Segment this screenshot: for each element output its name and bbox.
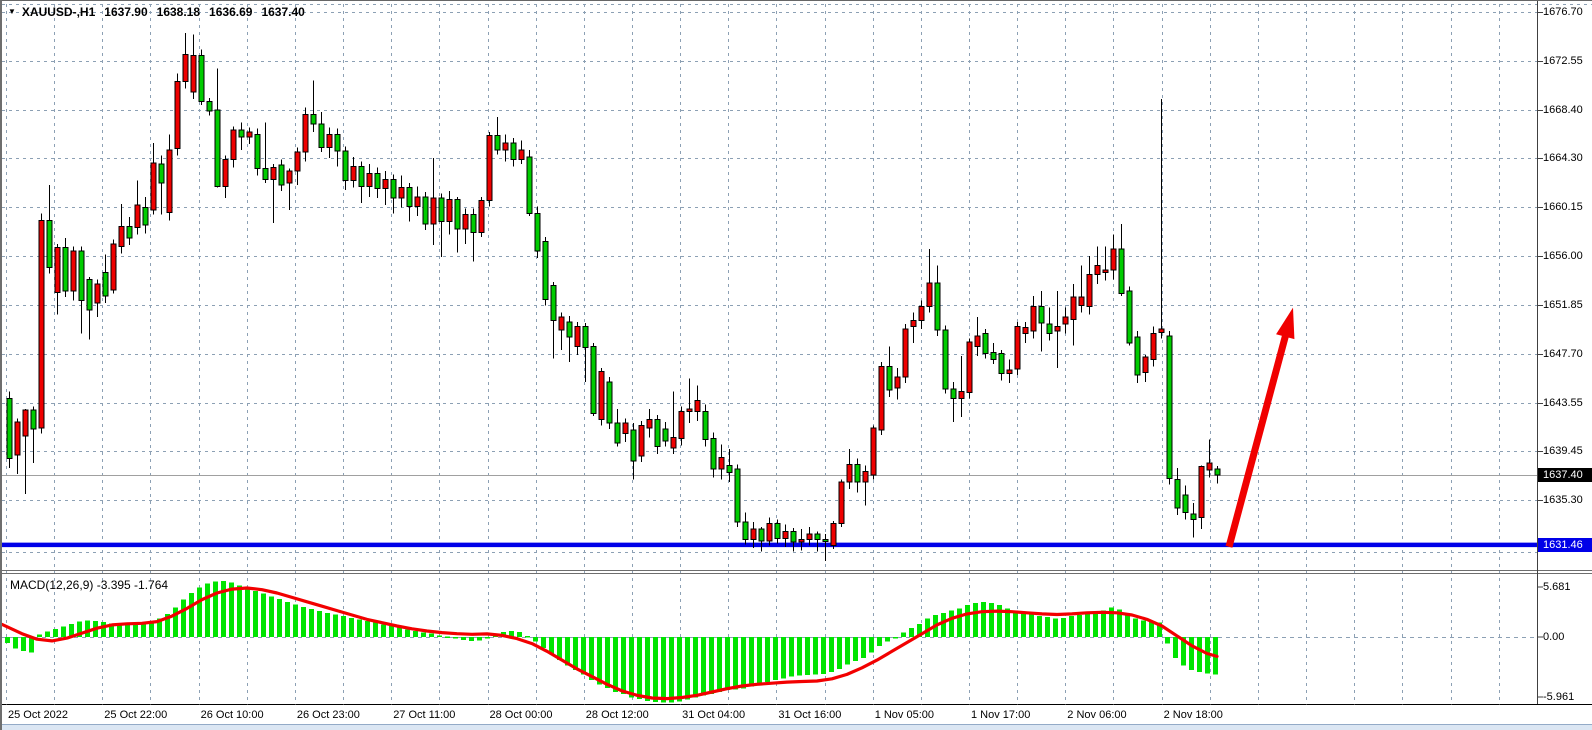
time-tick-label: 31 Oct 04:00 xyxy=(682,709,746,721)
ohlc-open: 1637.90 xyxy=(104,5,148,19)
ohlc-close: 1637.40 xyxy=(261,5,305,19)
time-tick-label: 1 Nov 05:00 xyxy=(874,709,935,721)
time-tick-label: 27 Oct 11:00 xyxy=(393,709,456,721)
macd-indicator-label: MACD(12,26,9) -3.395 -1.764 xyxy=(10,578,169,592)
window-bottom-border xyxy=(2,724,1592,730)
current-price-badge: 1637.40 xyxy=(1538,467,1592,482)
trend-arrow[interactable] xyxy=(1225,307,1295,548)
price-tick-label: 1668.40 xyxy=(1543,103,1583,116)
price-tick-label: 1635.30 xyxy=(1543,493,1583,506)
chart-symbol-period: XAUUSD-,H1 xyxy=(21,5,96,19)
price-tick-label: 1656.00 xyxy=(1543,249,1583,262)
ohlc-high: 1638.18 xyxy=(156,5,201,19)
macd-histogram xyxy=(5,580,1218,703)
price-tick-label: 1664.30 xyxy=(1543,152,1583,165)
time-tick-label: 2 Nov 18:00 xyxy=(1163,709,1223,721)
price-tick-label: 1647.70 xyxy=(1543,347,1583,360)
time-tick-label: 28 Oct 00:00 xyxy=(489,709,553,721)
time-tick-label: 25 Oct 2022 xyxy=(8,709,68,721)
level-price-badge: 1631.46 xyxy=(1538,537,1592,552)
macd-level-label: -5.961 xyxy=(1543,690,1575,703)
macd-level-label: 0.00 xyxy=(1543,630,1565,643)
time-tick-label: 1 Nov 17:00 xyxy=(971,709,1031,721)
time-tick-label: 2 Nov 06:00 xyxy=(1067,709,1127,721)
price-tick-label: 1639.45 xyxy=(1543,444,1583,457)
time-tick-label: 25 Oct 22:00 xyxy=(104,709,168,721)
candles xyxy=(6,33,1221,561)
time-tick-label: 26 Oct 10:00 xyxy=(200,709,264,721)
price-tick-label: 1651.85 xyxy=(1543,298,1583,311)
time-tick-label: 28 Oct 12:00 xyxy=(585,709,649,721)
chart-header: ▼ XAUUSD-,H1 1637.90 1638.18 1636.69 163… xyxy=(8,4,305,20)
price-tick-label: 1672.55 xyxy=(1543,54,1583,67)
panel-separator[interactable] xyxy=(2,1,1592,708)
time-tick-label: 26 Oct 23:00 xyxy=(296,709,360,721)
macd-signal-line xyxy=(2,586,1219,701)
price-tick-label: 1676.70 xyxy=(1543,6,1583,18)
dropdown-arrow-icon: ▼ xyxy=(8,6,16,16)
time-axis[interactable]: 25 Oct 2022 25 Oct 22:00 26 Oct 10:00 26 Oc… xyxy=(2,705,1592,724)
price-tick-label: 1660.15 xyxy=(1543,200,1583,213)
time-tick-label: 31 Oct 16:00 xyxy=(778,709,842,721)
price-tick-label: 1643.55 xyxy=(1543,396,1583,409)
macd-level-label: 5.681 xyxy=(1543,580,1571,593)
ohlc-low: 1636.69 xyxy=(209,5,253,19)
